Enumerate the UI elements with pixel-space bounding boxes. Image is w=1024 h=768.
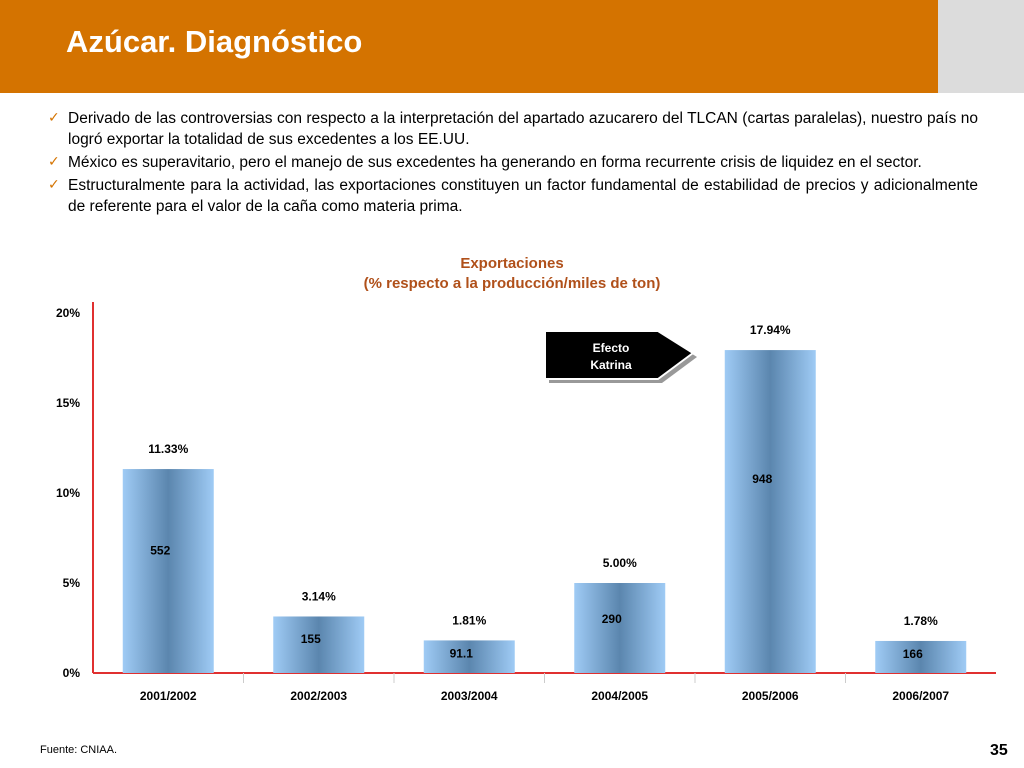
efecto-katrina-callout: Efecto Katrina: [544, 330, 697, 383]
bar-2004-2005: [574, 583, 666, 673]
callout-label-line2: Katrina: [590, 358, 632, 372]
bar-2005-2006: [724, 350, 816, 673]
callout-label-line1: Efecto: [593, 341, 630, 355]
chart-title: Exportaciones: [460, 255, 564, 272]
bar-value-label: 11.33%: [148, 442, 188, 456]
x-tick-label: 2002/2003: [290, 689, 347, 703]
bar-2001-2002: [122, 469, 214, 673]
bar-inner-label: 552: [150, 544, 170, 558]
bar-value-label: 3.14%: [302, 589, 336, 603]
checkmark-icon: ✓: [48, 110, 60, 126]
callout-arrow: [544, 330, 695, 380]
bar-value-label: 17.94%: [750, 323, 791, 337]
x-tick-label: 2001/2002: [140, 689, 197, 703]
y-tick-label: 15%: [56, 396, 80, 410]
y-tick-label: 10%: [56, 486, 80, 500]
x-tick-label: 2003/2004: [441, 689, 498, 703]
bullet-item: ✓ Estructuralmente para la actividad, la…: [48, 175, 978, 217]
checkmark-icon: ✓: [48, 154, 60, 170]
page-number: 35: [990, 742, 1008, 759]
source-note: Fuente: CNIAA.: [40, 744, 118, 756]
bar-inner-label: 290: [602, 612, 622, 626]
bar-inner-label: 166: [903, 647, 923, 661]
chart-subtitle: (% respecto a la producción/miles de ton…: [363, 275, 661, 292]
bullet-item: ✓ Derivado de las controversias con resp…: [48, 108, 978, 150]
bar-2002-2003: [273, 616, 365, 673]
title-bar: [0, 0, 938, 93]
bar-inner-label: 91.1: [450, 646, 474, 660]
bar-value-label: 5.00%: [603, 556, 637, 570]
bar-value-label: 1.78%: [904, 614, 938, 628]
bar-2003-2004: [423, 640, 515, 673]
bar-value-label: 1.81%: [452, 613, 486, 627]
x-tick-label: 2004/2005: [591, 689, 648, 703]
x-tick-label: 2005/2006: [742, 689, 799, 703]
bullet-text: Estructuralmente para la actividad, las …: [68, 177, 978, 215]
bullet-list: ✓ Derivado de las controversias con resp…: [48, 108, 978, 219]
title-bar-side-panel: [938, 0, 1024, 93]
bullet-text: Derivado de las controversias con respec…: [68, 110, 978, 148]
bar-inner-label: 155: [301, 632, 321, 646]
y-tick-label: 20%: [56, 306, 80, 320]
y-tick-label: 5%: [63, 576, 81, 590]
bullet-text: México es superavitario, pero el manejo …: [68, 154, 922, 171]
bullet-item: ✓ México es superavitario, pero el manej…: [48, 152, 978, 173]
x-tick-label: 2006/2007: [892, 689, 949, 703]
slide-title: Azúcar. Diagnóstico: [66, 24, 363, 59]
bar-inner-label: 948: [752, 472, 772, 486]
bar-2006-2007: [875, 640, 967, 673]
checkmark-icon: ✓: [48, 177, 60, 193]
y-tick-label: 0%: [63, 666, 81, 680]
